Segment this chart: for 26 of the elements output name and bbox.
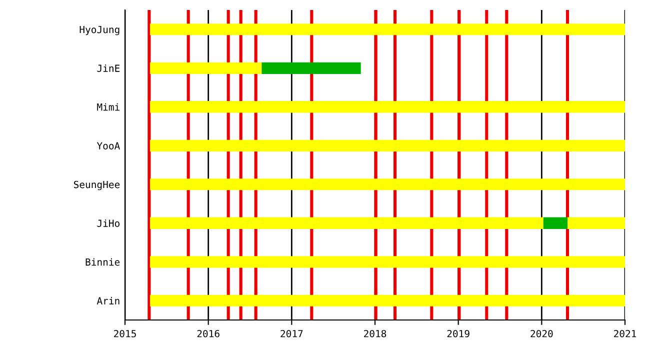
- x-tick-label: 2015: [114, 330, 136, 338]
- y-tick-label: Mimi: [97, 103, 120, 111]
- x-tick-label: 2021: [614, 330, 636, 338]
- x-tick-label: 2019: [447, 330, 470, 338]
- y-tick-label: JiHo: [97, 219, 120, 227]
- bar: [568, 217, 625, 229]
- bar: [150, 62, 262, 74]
- y-tick-label: JinE: [97, 64, 120, 72]
- x-tick-label: 2018: [364, 330, 386, 338]
- y-tick-label: Arin: [96, 296, 120, 304]
- bar: [150, 140, 625, 152]
- y-tick-label: SeungHee: [74, 180, 120, 190]
- bar: [150, 217, 544, 229]
- x-tick-label: 2017: [280, 330, 303, 338]
- x-tick-label: 2020: [530, 330, 553, 338]
- bar: [262, 62, 361, 74]
- bar: [150, 178, 625, 190]
- bar: [150, 294, 625, 306]
- bar: [150, 101, 625, 113]
- y-tick-label: HyoJung: [80, 26, 120, 36]
- bar: [543, 217, 568, 229]
- bar: [150, 256, 625, 268]
- x-tick-label: 2016: [197, 330, 220, 338]
- bar: [150, 24, 625, 36]
- y-tick-label: YooA: [96, 142, 120, 150]
- y-tick-label: Binnie: [86, 258, 120, 266]
